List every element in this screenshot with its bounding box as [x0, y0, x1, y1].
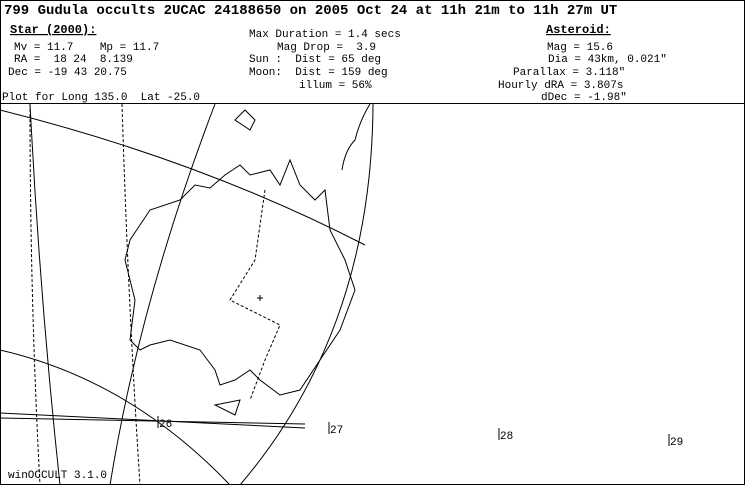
- asteroid-line: Hourly dRA = 3.807s: [498, 80, 623, 92]
- plot-centre: [257, 295, 263, 301]
- latitude-line: [0, 109, 366, 246]
- asteroid-heading: Asteroid:: [546, 23, 611, 37]
- time-label: 26: [159, 419, 172, 431]
- time-label: 29: [670, 437, 683, 449]
- event-line: Moon: Dist = 159 deg: [249, 67, 388, 79]
- star-heading: Star (2000):: [10, 23, 96, 37]
- plot-location: Plot for Long 135.0 Lat -25.0: [2, 92, 200, 104]
- asteroid-line: Mag = 15.6: [547, 42, 613, 54]
- star-line: Mv = 11.7 Mp = 11.7: [14, 42, 159, 54]
- event-line: Mag Drop = 3.9: [277, 42, 376, 54]
- earth-limb: [239, 103, 374, 485]
- australia-outline: [124, 158, 356, 396]
- asteroid-line: dDec = -1.98": [541, 92, 627, 104]
- software-label: winOCCULT 3.1.0: [8, 470, 107, 482]
- latitude-line: [0, 349, 231, 485]
- map-lines: [0, 103, 670, 485]
- time-label: 28: [500, 431, 513, 443]
- coast: [341, 103, 371, 171]
- event-line: illum = 56%: [299, 80, 372, 92]
- shadow-edge: [0, 412, 306, 429]
- meridian: [109, 103, 216, 485]
- state-borders: [229, 189, 281, 401]
- time-ticks: [157, 416, 670, 446]
- islands: [213, 109, 256, 416]
- event-line: Sun : Dist = 65 deg: [249, 54, 381, 66]
- path-limit: [29, 103, 41, 485]
- asteroid-line: Dia = 43km, 0.021": [548, 54, 667, 66]
- star-line: RA = 18 24 8.139: [14, 54, 133, 66]
- meridian: [29, 103, 61, 485]
- time-label: 27: [330, 425, 343, 437]
- asteroid-line: Parallax = 3.118": [513, 67, 625, 79]
- star-line: Dec = -19 43 20.75: [8, 67, 127, 79]
- event-line: Max Duration = 1.4 secs: [249, 29, 401, 41]
- path-limit: [121, 103, 141, 485]
- title: 799 Gudula occults 2UCAC 24188650 on 200…: [4, 3, 617, 19]
